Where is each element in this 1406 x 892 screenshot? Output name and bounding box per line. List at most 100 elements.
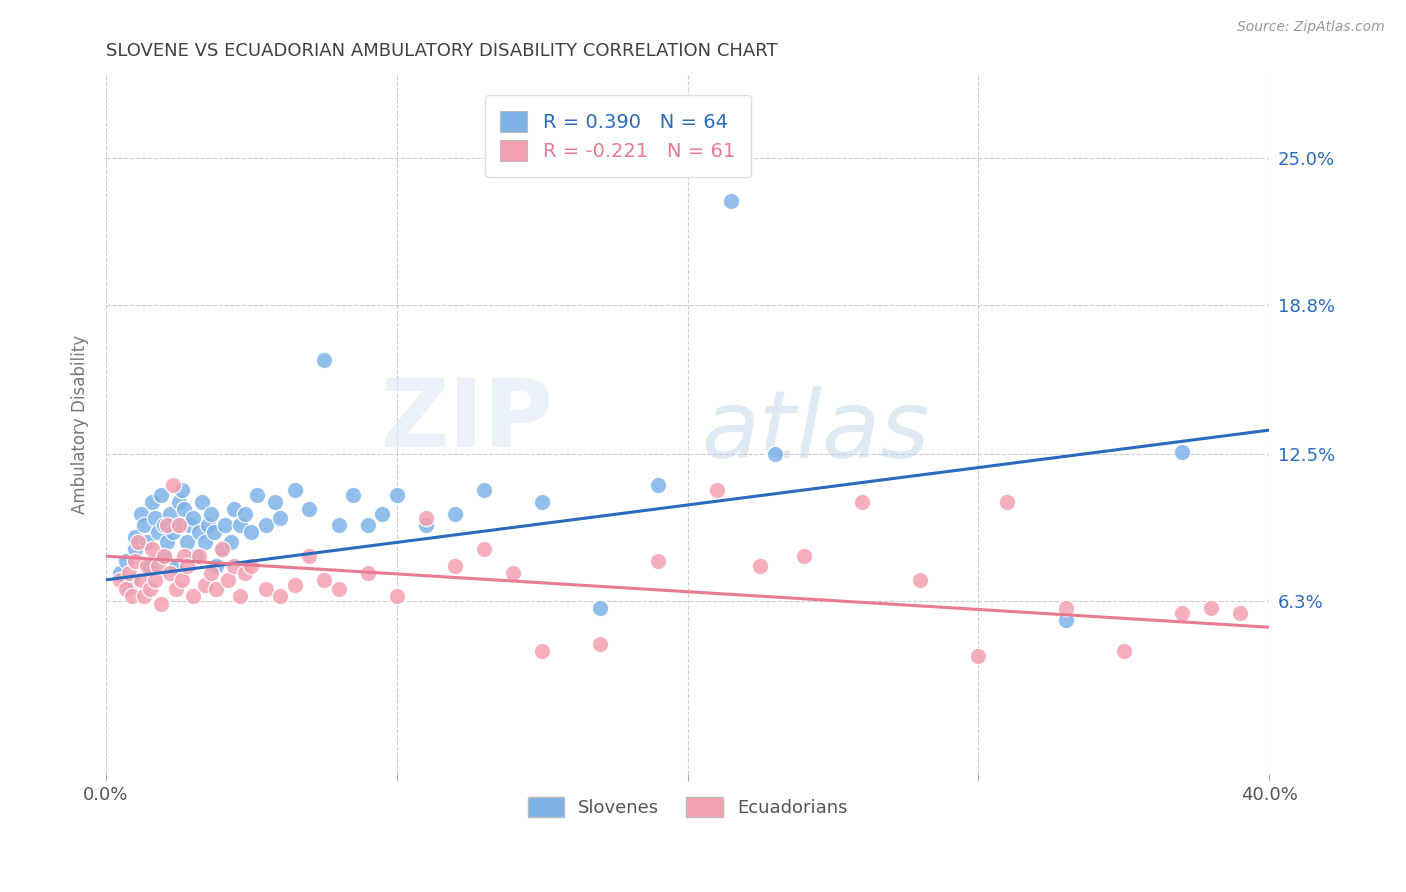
Point bbox=[162, 525, 184, 540]
Point bbox=[502, 566, 524, 580]
Point bbox=[706, 483, 728, 497]
Point bbox=[181, 511, 204, 525]
Point bbox=[110, 573, 132, 587]
Point bbox=[194, 577, 217, 591]
Point bbox=[589, 601, 612, 615]
Point bbox=[156, 518, 179, 533]
Point bbox=[205, 558, 228, 573]
Point bbox=[284, 483, 307, 497]
Point bbox=[135, 535, 157, 549]
Point bbox=[228, 518, 250, 533]
Point bbox=[121, 590, 143, 604]
Text: Source: ZipAtlas.com: Source: ZipAtlas.com bbox=[1237, 20, 1385, 34]
Point bbox=[235, 507, 257, 521]
Point bbox=[222, 501, 245, 516]
Point bbox=[1171, 445, 1194, 459]
Point bbox=[129, 573, 152, 587]
Point bbox=[356, 566, 378, 580]
Point bbox=[200, 566, 222, 580]
Point bbox=[150, 487, 173, 501]
Point bbox=[219, 535, 242, 549]
Point bbox=[967, 648, 990, 663]
Point bbox=[328, 518, 350, 533]
Point bbox=[143, 511, 166, 525]
Point bbox=[763, 447, 786, 461]
Point bbox=[118, 566, 141, 580]
Point bbox=[153, 549, 176, 563]
Point bbox=[228, 590, 250, 604]
Point bbox=[148, 525, 170, 540]
Point bbox=[342, 487, 364, 501]
Point bbox=[197, 518, 219, 533]
Point bbox=[222, 558, 245, 573]
Point bbox=[124, 542, 146, 557]
Point bbox=[444, 558, 467, 573]
Point bbox=[531, 644, 554, 658]
Point bbox=[170, 573, 193, 587]
Point bbox=[188, 525, 211, 540]
Point bbox=[240, 525, 263, 540]
Y-axis label: Ambulatory Disability: Ambulatory Disability bbox=[72, 335, 89, 514]
Point bbox=[1112, 644, 1135, 658]
Point bbox=[153, 549, 176, 563]
Point bbox=[129, 507, 152, 521]
Point bbox=[159, 566, 181, 580]
Point bbox=[121, 573, 143, 587]
Point bbox=[150, 597, 173, 611]
Point bbox=[170, 483, 193, 497]
Point bbox=[138, 558, 160, 573]
Point bbox=[167, 494, 190, 508]
Point bbox=[179, 518, 201, 533]
Point bbox=[173, 549, 195, 563]
Point bbox=[132, 518, 155, 533]
Point bbox=[143, 573, 166, 587]
Legend: Slovenes, Ecuadorians: Slovenes, Ecuadorians bbox=[520, 790, 855, 824]
Point bbox=[1171, 606, 1194, 620]
Point bbox=[141, 542, 163, 557]
Point bbox=[749, 558, 772, 573]
Point bbox=[254, 518, 277, 533]
Point bbox=[1054, 613, 1077, 627]
Point bbox=[269, 590, 291, 604]
Point bbox=[589, 637, 612, 651]
Point bbox=[188, 549, 211, 563]
Point bbox=[312, 573, 335, 587]
Point bbox=[444, 507, 467, 521]
Point bbox=[531, 494, 554, 508]
Point bbox=[1199, 601, 1222, 615]
Point bbox=[240, 558, 263, 573]
Point bbox=[162, 478, 184, 492]
Point bbox=[356, 518, 378, 533]
Point bbox=[1229, 606, 1251, 620]
Point bbox=[115, 582, 138, 597]
Point bbox=[156, 535, 179, 549]
Point bbox=[217, 573, 239, 587]
Point bbox=[132, 590, 155, 604]
Point bbox=[371, 507, 394, 521]
Point bbox=[184, 549, 207, 563]
Point bbox=[908, 573, 931, 587]
Point bbox=[472, 542, 495, 557]
Point bbox=[127, 535, 149, 549]
Point bbox=[211, 542, 233, 557]
Point bbox=[328, 582, 350, 597]
Point bbox=[415, 511, 437, 525]
Point bbox=[246, 487, 269, 501]
Point bbox=[200, 507, 222, 521]
Point bbox=[124, 554, 146, 568]
Text: SLOVENE VS ECUADORIAN AMBULATORY DISABILITY CORRELATION CHART: SLOVENE VS ECUADORIAN AMBULATORY DISABIL… bbox=[105, 42, 778, 60]
Point bbox=[176, 535, 198, 549]
Point bbox=[415, 518, 437, 533]
Point bbox=[298, 549, 321, 563]
Point bbox=[472, 483, 495, 497]
Point bbox=[254, 582, 277, 597]
Point bbox=[191, 494, 214, 508]
Point bbox=[269, 511, 291, 525]
Point bbox=[851, 494, 873, 508]
Point bbox=[118, 582, 141, 597]
Point bbox=[165, 582, 187, 597]
Point bbox=[167, 518, 190, 533]
Point bbox=[124, 530, 146, 544]
Point bbox=[235, 566, 257, 580]
Point bbox=[115, 554, 138, 568]
